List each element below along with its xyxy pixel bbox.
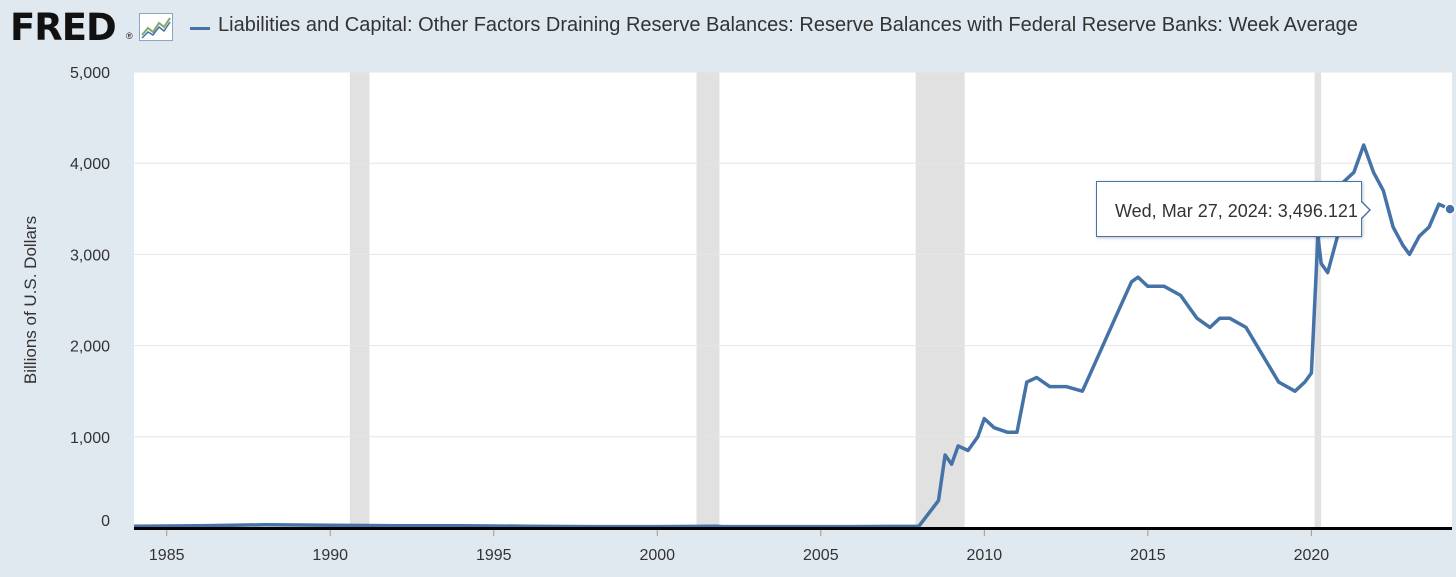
legend-series-title[interactable]: Liabilities and Capital: Other Factors D… xyxy=(218,14,1358,36)
y-tick-label: 3,000 xyxy=(70,247,110,264)
fred-logo[interactable]: FRED xyxy=(10,6,117,49)
chart-header: FRED ® Liabilities and Capital: Other Fa… xyxy=(0,0,1456,56)
tooltip-date: Wed, Mar 27, 2024: xyxy=(1115,201,1273,221)
recession-band-0 xyxy=(349,72,370,528)
x-tick-label: 1985 xyxy=(149,547,185,564)
line-graph-icon xyxy=(139,13,173,41)
tooltip-arrow-fill xyxy=(1360,201,1369,219)
series-line[interactable] xyxy=(133,143,1451,529)
x-tick-label: 2000 xyxy=(639,547,675,564)
x-tick-label: 2015 xyxy=(1130,547,1166,564)
x-tick-label: 2020 xyxy=(1294,547,1330,564)
tooltip-value: 3,496.121 xyxy=(1277,201,1358,221)
x-tick-label: 2010 xyxy=(967,547,1003,564)
x-tick-label: 2005 xyxy=(803,547,839,564)
hover-tooltip: Wed, Mar 27, 2024: 3,496.121 xyxy=(1096,181,1362,237)
tooltip-text: Wed, Mar 27, 2024: 3,496.121 xyxy=(1115,201,1358,222)
plot-background xyxy=(134,72,1452,528)
recession-band-3 xyxy=(1314,72,1322,528)
y-tick-label: 5,000 xyxy=(70,65,110,82)
x-tick-label: 1995 xyxy=(476,547,512,564)
y-axis-ticks: 0 1,000 2,000 3,000 4,000 5,000 xyxy=(70,65,110,530)
x-tick-label: 1990 xyxy=(312,547,348,564)
hover-point-marker[interactable] xyxy=(1444,203,1456,215)
registered-mark: ® xyxy=(126,31,133,41)
y-tick-label: 4,000 xyxy=(70,156,110,173)
recession-shading xyxy=(349,72,1322,528)
legend-series-line xyxy=(190,27,210,30)
recession-band-1 xyxy=(696,72,720,528)
x-axis-ticks: 1985 1990 1995 2000 2005 2010 2015 2020 xyxy=(149,528,1329,564)
recession-band-2 xyxy=(915,72,965,528)
y-tick-label: 0 xyxy=(101,513,110,530)
y-tick-label: 2,000 xyxy=(70,339,110,356)
gridlines xyxy=(134,71,1452,438)
y-tick-label: 1,000 xyxy=(70,430,110,447)
